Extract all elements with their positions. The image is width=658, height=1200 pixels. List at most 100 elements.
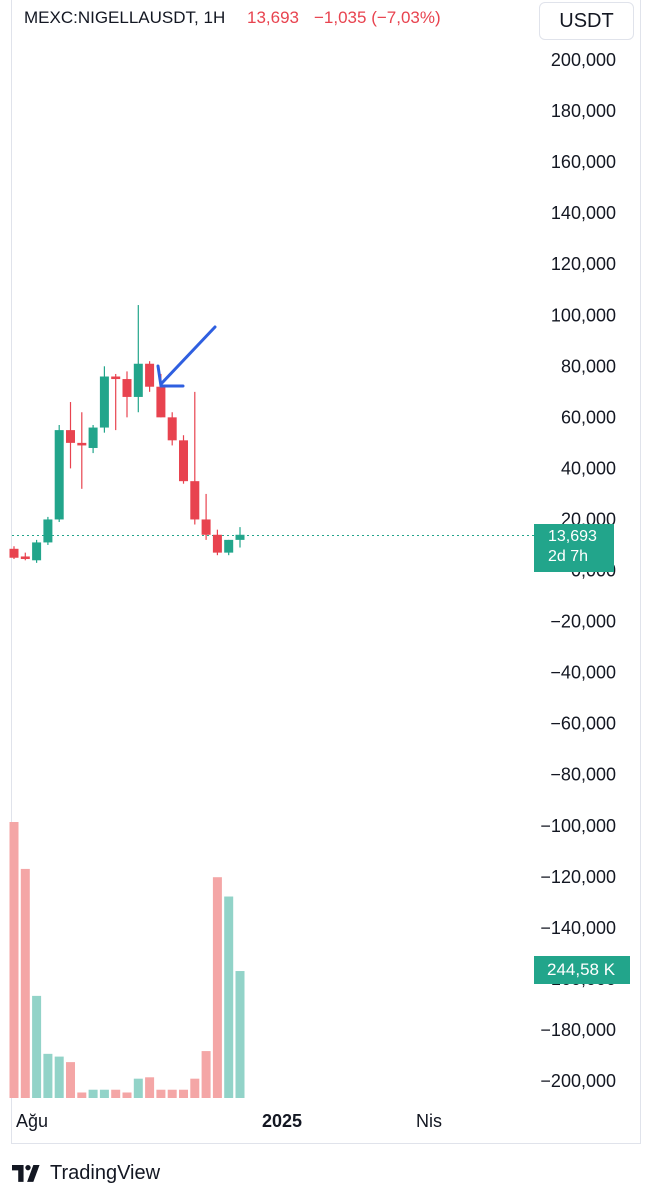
volume-bar (88, 1089, 98, 1098)
price-axis[interactable]: 200,000 180,000 160,000 140,000 120,000 100,0… (540, 50, 616, 1091)
candle (201, 493, 211, 540)
volume-bar (54, 1056, 64, 1098)
volume-bar (235, 971, 245, 1098)
volume-bar (32, 995, 42, 1098)
volume-bar (133, 1078, 143, 1098)
arrow-annotation[interactable] (156, 325, 217, 388)
volume-bar (43, 1053, 53, 1098)
tradingview-logo-icon (12, 1165, 40, 1182)
candle (167, 412, 177, 446)
candle-body (99, 376, 109, 428)
tradingview-brand: TradingView (50, 1161, 161, 1184)
candle-body (133, 363, 143, 397)
candle (235, 527, 245, 548)
price-axis-tick: −180,000 (540, 1020, 616, 1040)
volume-bar (190, 1078, 200, 1098)
candle (77, 412, 87, 489)
candle (111, 373, 121, 431)
price-axis-tick: 40,000 (561, 458, 616, 478)
candle-body (224, 539, 234, 553)
candle-body (201, 519, 211, 535)
volume-bar (156, 1089, 166, 1098)
volume-bar (77, 1092, 87, 1098)
price-axis-tick: −100,000 (540, 816, 616, 836)
candle-body (235, 534, 245, 540)
candle-body (156, 386, 166, 418)
price-axis-tick: 160,000 (551, 152, 616, 172)
candle-body (145, 363, 155, 387)
volume-bar (224, 896, 234, 1098)
time-axis-label-aug: Ağu (16, 1111, 49, 1131)
volume-bar (179, 1089, 188, 1098)
price-change: −1,035 (−7,03%) (314, 8, 441, 27)
arrow-head-vertical (156, 364, 163, 388)
candle (122, 371, 132, 418)
candle (99, 366, 109, 433)
candle (224, 539, 234, 556)
price-axis-tick: 180,000 (551, 101, 616, 121)
candle-body (111, 376, 121, 380)
volume-bar (66, 1062, 75, 1098)
last-price-badge-value: 13,693 (548, 528, 597, 545)
candle (88, 425, 98, 454)
volume-bar (9, 822, 19, 1098)
time-axis-label-2025: 2025 (262, 1111, 303, 1131)
candle (54, 425, 64, 523)
candle (212, 529, 222, 556)
volume-badge: 244,58 K (534, 956, 630, 984)
candle (9, 546, 19, 560)
volume-bar (145, 1077, 155, 1098)
price-axis-tick: −60,000 (550, 714, 616, 734)
price-axis-tick: 80,000 (561, 356, 616, 376)
candle-body (66, 430, 75, 443)
candle (145, 361, 155, 392)
price-axis-tick: 200,000 (551, 50, 616, 70)
price-axis-tick: 140,000 (551, 203, 616, 223)
candle-body (20, 556, 30, 560)
price-axis-tick: −120,000 (540, 867, 616, 887)
price-axis-tick: −80,000 (550, 765, 616, 785)
bar-countdown: 2d 7h (548, 548, 589, 565)
chart-frame (11, 0, 641, 1144)
candle-body (54, 430, 64, 520)
volume-bar (111, 1089, 121, 1098)
candle-body (77, 442, 87, 446)
candle-body (212, 534, 222, 553)
candle-body (43, 519, 53, 543)
volume-bar (20, 868, 30, 1098)
volume-bar (99, 1089, 109, 1098)
price-axis-tick: 60,000 (561, 407, 616, 427)
candle-body (179, 440, 188, 482)
volume-bar (201, 1051, 211, 1098)
symbol-title[interactable]: MEXC:NIGELLAUSDT, 1H (24, 8, 226, 27)
candle-body (88, 427, 98, 448)
price-axis-tick: −140,000 (540, 918, 616, 938)
candle (179, 435, 188, 484)
volume-pane (9, 822, 245, 1098)
price-axis-tick: −40,000 (550, 663, 616, 683)
volume-bar (167, 1089, 177, 1098)
currency-button[interactable]: USDT (539, 2, 634, 40)
candle-body (190, 481, 200, 520)
candle (32, 539, 42, 563)
candles (9, 305, 245, 563)
time-axis-label-nis: Nis (416, 1111, 442, 1131)
price-axis-tick: 100,000 (551, 305, 616, 325)
volume-bar (122, 1092, 132, 1098)
price-axis-tick: −200,000 (540, 1071, 616, 1091)
last-price-badge: 13,693 2d 7h (534, 524, 614, 572)
price-axis-tick: 120,000 (551, 254, 616, 274)
candle (43, 516, 53, 545)
arrow-shaft (159, 325, 217, 386)
candle (190, 391, 200, 525)
candle (133, 305, 143, 413)
last-price: 13,693 (247, 8, 299, 27)
candle-body (167, 417, 177, 441)
candle-body (122, 379, 132, 397)
tradingview-link[interactable]: TradingView (12, 1160, 160, 1186)
candle (66, 402, 75, 469)
price-axis-tick: −20,000 (550, 612, 616, 632)
candle-body (32, 542, 42, 561)
candle-body (9, 548, 19, 558)
